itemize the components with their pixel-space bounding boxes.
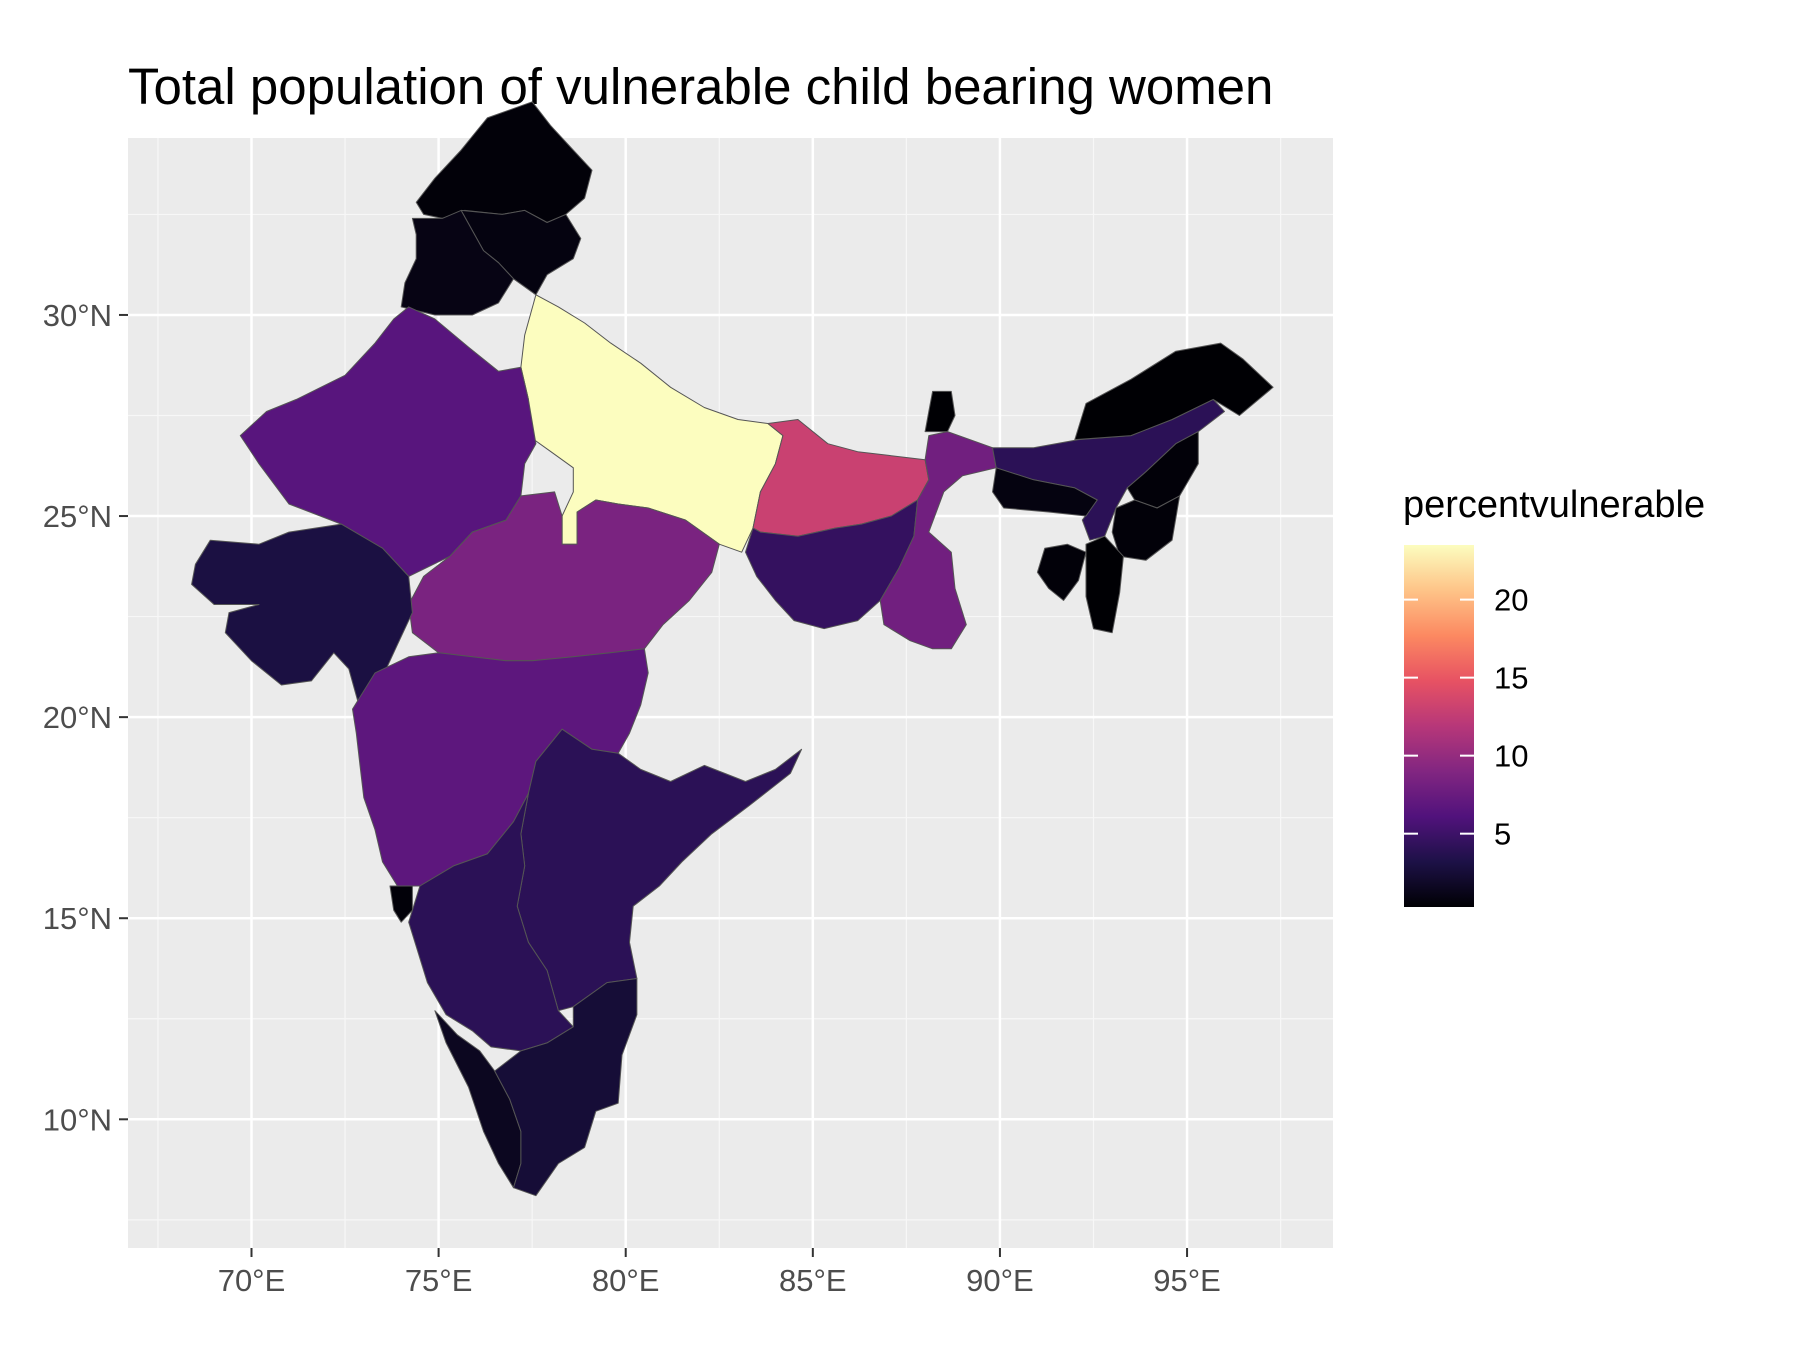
- state-gujarat: [191, 523, 413, 710]
- state-mizoram: [1085, 535, 1124, 634]
- state-karnataka: [408, 793, 574, 1052]
- y-tick-label: 10°N: [43, 1102, 112, 1137]
- colorbar-label: 20: [1494, 583, 1528, 618]
- state-arunachal-pradesh: [1074, 342, 1274, 441]
- x-tick-label: 85°E: [779, 1263, 847, 1298]
- chart-title: Total population of vulnerable child bea…: [128, 58, 1273, 115]
- colorbar-label: 15: [1494, 661, 1528, 696]
- state-punjab: [400, 209, 514, 316]
- y-tick-label: 15°N: [43, 901, 112, 936]
- y-tick-label: 30°N: [43, 298, 112, 333]
- state-tripura: [1036, 543, 1087, 601]
- x-axis: 70°E 75°E 80°E 85°E 90°E 95°E: [218, 1248, 1221, 1298]
- colorbar-label: 10: [1494, 739, 1528, 774]
- colorbar-label: 5: [1494, 817, 1511, 852]
- y-tick-label: 20°N: [43, 700, 112, 735]
- state-tamil-nadu: [494, 978, 638, 1197]
- x-tick-label: 75°E: [405, 1263, 473, 1298]
- y-axis: 10°N 15°N 20°N 25°N 30°N: [43, 298, 128, 1137]
- plot-panel: [128, 138, 1333, 1248]
- legend-title: percentvulnerable: [1403, 484, 1705, 526]
- y-tick-label: 25°N: [43, 499, 112, 534]
- state-meghalaya: [992, 467, 1098, 517]
- state-goa: [389, 885, 413, 923]
- colorbar-ticks: 5 10 15 20: [1404, 583, 1528, 852]
- x-tick-label: 80°E: [592, 1263, 660, 1298]
- state-manipur: [1111, 495, 1181, 561]
- states-layer: [191, 101, 1274, 1197]
- legend: percentvulnerable 5 10 15 20: [1403, 484, 1705, 907]
- x-tick-label: 95°E: [1153, 1263, 1221, 1298]
- state-madhya-pradesh: [408, 491, 720, 662]
- x-tick-label: 90°E: [966, 1263, 1034, 1298]
- state-sikkim: [924, 390, 956, 433]
- colorbar: [1404, 545, 1474, 907]
- x-tick-label: 70°E: [218, 1263, 286, 1298]
